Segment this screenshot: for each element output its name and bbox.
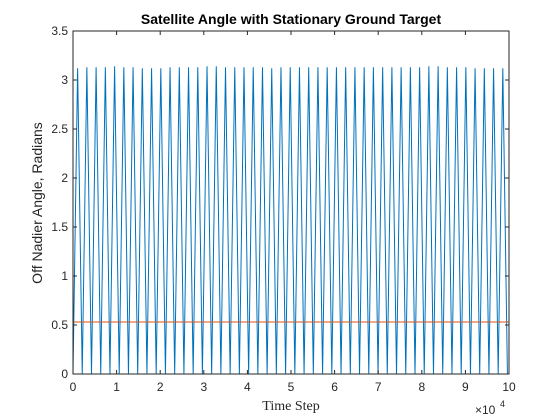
x-tick-label: 6 — [331, 380, 338, 394]
x-tick-label: 3 — [200, 380, 207, 394]
x-tick-label: 0 — [70, 380, 77, 394]
x-exponent-power: 4 — [500, 399, 505, 409]
tick-layer: 0 1 2 3 4 5 6 7 8 9 10 0 0.5 1 1.5 2 2.5 3 3.5 — [51, 24, 516, 394]
x-axis-label: Time Step — [262, 399, 319, 414]
y-tick-label: 1.5 — [51, 220, 68, 234]
y-tick-label: 0.5 — [51, 318, 68, 332]
chart-title: Satellite Angle with Stationary Ground T… — [141, 11, 442, 27]
series-layer — [72, 66, 509, 375]
x-tick-label: 10 — [502, 380, 516, 394]
x-tick-label: 1 — [113, 380, 120, 394]
x-exponent-label: ×10 4 — [475, 399, 505, 417]
x-exponent-base: ×10 — [475, 403, 496, 417]
x-tick-label: 4 — [244, 380, 251, 394]
y-tick-label: 0 — [61, 367, 68, 381]
x-tick-label: 2 — [157, 380, 164, 394]
y-axis-label: Off Nadier Angle, Radians — [29, 122, 45, 284]
x-tick-label: 5 — [288, 380, 295, 394]
y-tick-label: 2.5 — [51, 122, 68, 136]
x-tick-label: 9 — [462, 380, 469, 394]
y-tick-label: 2 — [61, 171, 68, 185]
y-tick-label: 3.5 — [51, 24, 68, 38]
y-tick-label: 1 — [61, 269, 68, 283]
y-tick-label: 3 — [61, 73, 68, 87]
x-tick-label: 8 — [418, 380, 425, 394]
series-line-1 — [72, 66, 508, 375]
x-tick-label: 7 — [375, 380, 382, 394]
